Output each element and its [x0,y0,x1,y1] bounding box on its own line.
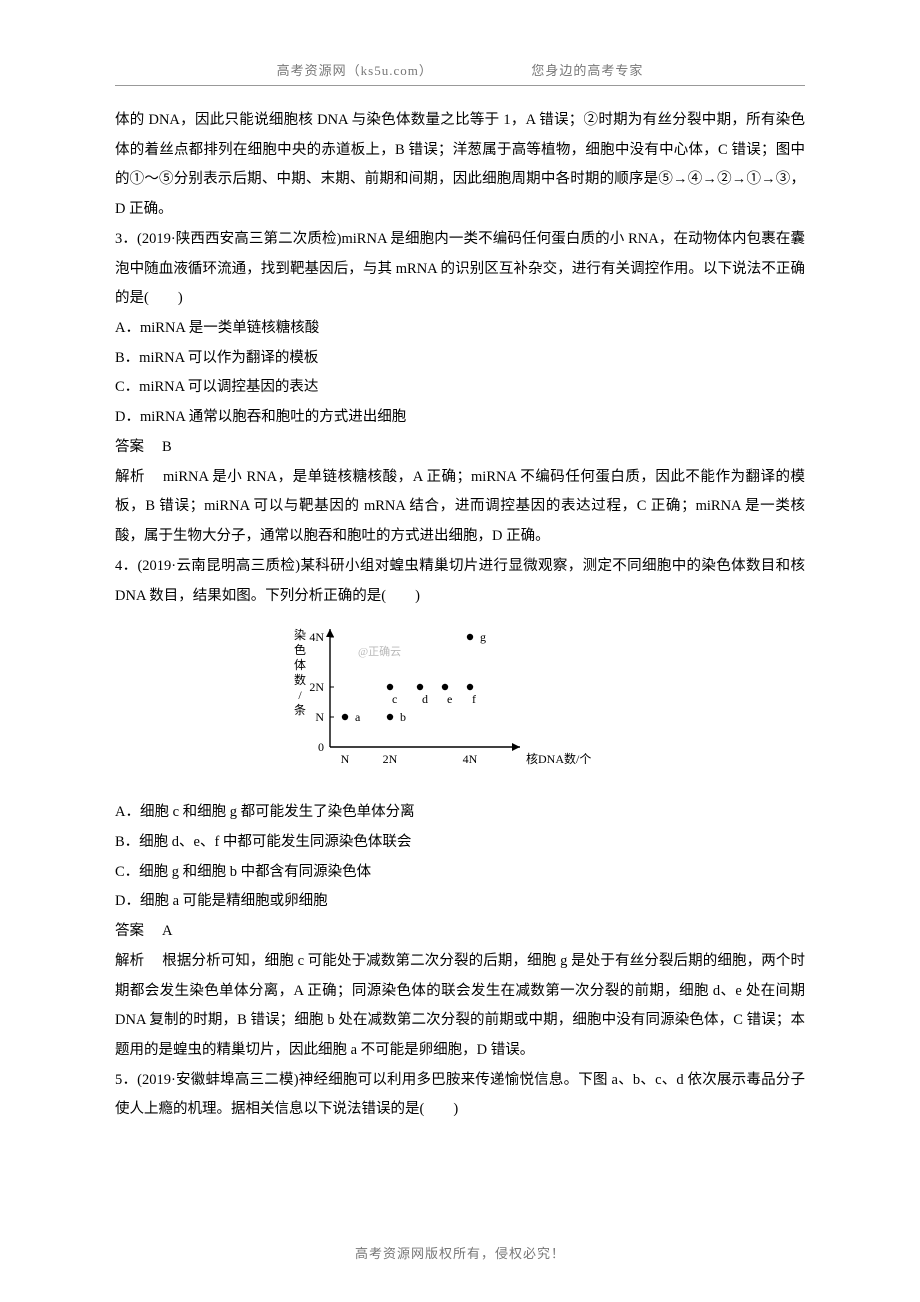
svg-text:/: / [298,688,302,702]
q4-explain-label: 解析 [115,953,144,969]
svg-text:N: N [341,752,350,766]
q4-option-d: D．细胞 a 可能是精细胞或卵细胞 [115,887,805,917]
svg-text:核DNA数/个: 核DNA数/个 [526,751,591,766]
q3-explain-label: 解析 [115,469,145,485]
svg-text:d: d [422,692,428,706]
svg-text:c: c [392,692,397,706]
svg-text:条: 条 [294,703,306,717]
q4-explain-text: 根据分析可知，细胞 c 可能处于减数第二次分裂的后期，细胞 g 是处于有丝分裂后… [115,953,805,1058]
q3-explain: 解析miRNA 是小 RNA，是单链核糖核酸，A 正确；miRNA 不编码任何蛋… [115,463,805,552]
q3-explain-text: miRNA 是小 RNA，是单链核糖核酸，A 正确；miRNA 不编码任何蛋白质… [115,469,805,544]
header-right: 您身边的高考专家 [531,63,643,78]
svg-text:@正确云: @正确云 [358,645,401,658]
svg-text:数: 数 [294,672,306,687]
svg-text:a: a [355,710,361,724]
q4-chart: N2N4N0N2N4N染色体数/条核DNA数/个@正确云abcdefg [115,617,805,792]
svg-text:4N: 4N [309,630,324,644]
svg-text:4N: 4N [463,752,478,766]
q4-answer: A [162,923,172,939]
q3-answer-line: 答案 B [115,433,805,463]
page-header: 高考资源网（ks5u.com） 您身边的高考专家 [115,60,805,79]
svg-text:b: b [400,710,406,724]
q4-explain: 解析根据分析可知，细胞 c 可能处于减数第二次分裂的后期，细胞 g 是处于有丝分… [115,947,805,1066]
header-rule [115,85,805,86]
header-left: 高考资源网（ks5u.com） [277,63,433,78]
svg-text:e: e [447,692,452,706]
q3-answer-label: 答案 [115,439,144,455]
q3-stem: 3．(2019·陕西西安高三第二次质检)miRNA 是细胞内一类不编码任何蛋白质… [115,225,805,314]
svg-text:色: 色 [294,643,306,657]
q3-option-c: C．miRNA 可以调控基因的表达 [115,373,805,403]
q3-option-b: B．miRNA 可以作为翻译的模板 [115,344,805,374]
q3-option-a: A．miRNA 是一类单链核糖核酸 [115,314,805,344]
svg-text:2N: 2N [383,752,398,766]
svg-text:f: f [472,692,476,706]
svg-text:体: 体 [294,658,306,672]
q4-option-a: A．细胞 c 和细胞 g 都可能发生了染色单体分离 [115,798,805,828]
page-footer: 高考资源网版权所有，侵权必究！ [0,1243,920,1262]
svg-text:0: 0 [318,740,324,754]
q4-answer-line: 答案 A [115,917,805,947]
q3-option-d: D．miRNA 通常以胞吞和胞吐的方式进出细胞 [115,403,805,433]
q3-answer: B [162,439,172,455]
continuation-explanation: 体的 DNA，因此只能说细胞核 DNA 与染色体数量之比等于 1，A 错误；②时… [115,106,805,225]
q4-chart-svg: N2N4N0N2N4N染色体数/条核DNA数/个@正确云abcdefg [290,617,630,787]
svg-text:N: N [315,710,324,724]
svg-text:g: g [480,630,486,644]
svg-text:2N: 2N [309,680,324,694]
q4-answer-label: 答案 [115,923,144,939]
q4-stem: 4．(2019·云南昆明高三质检)某科研小组对蝗虫精巢切片进行显微观察，测定不同… [115,552,805,611]
svg-text:染: 染 [294,627,306,642]
q4-option-b: B．细胞 d、e、f 中都可能发生同源染色体联会 [115,828,805,858]
q5-stem: 5．(2019·安徽蚌埠高三二模)神经细胞可以利用多巴胺来传递愉悦信息。下图 a… [115,1066,805,1125]
q4-option-c: C．细胞 g 和细胞 b 中都含有同源染色体 [115,858,805,888]
